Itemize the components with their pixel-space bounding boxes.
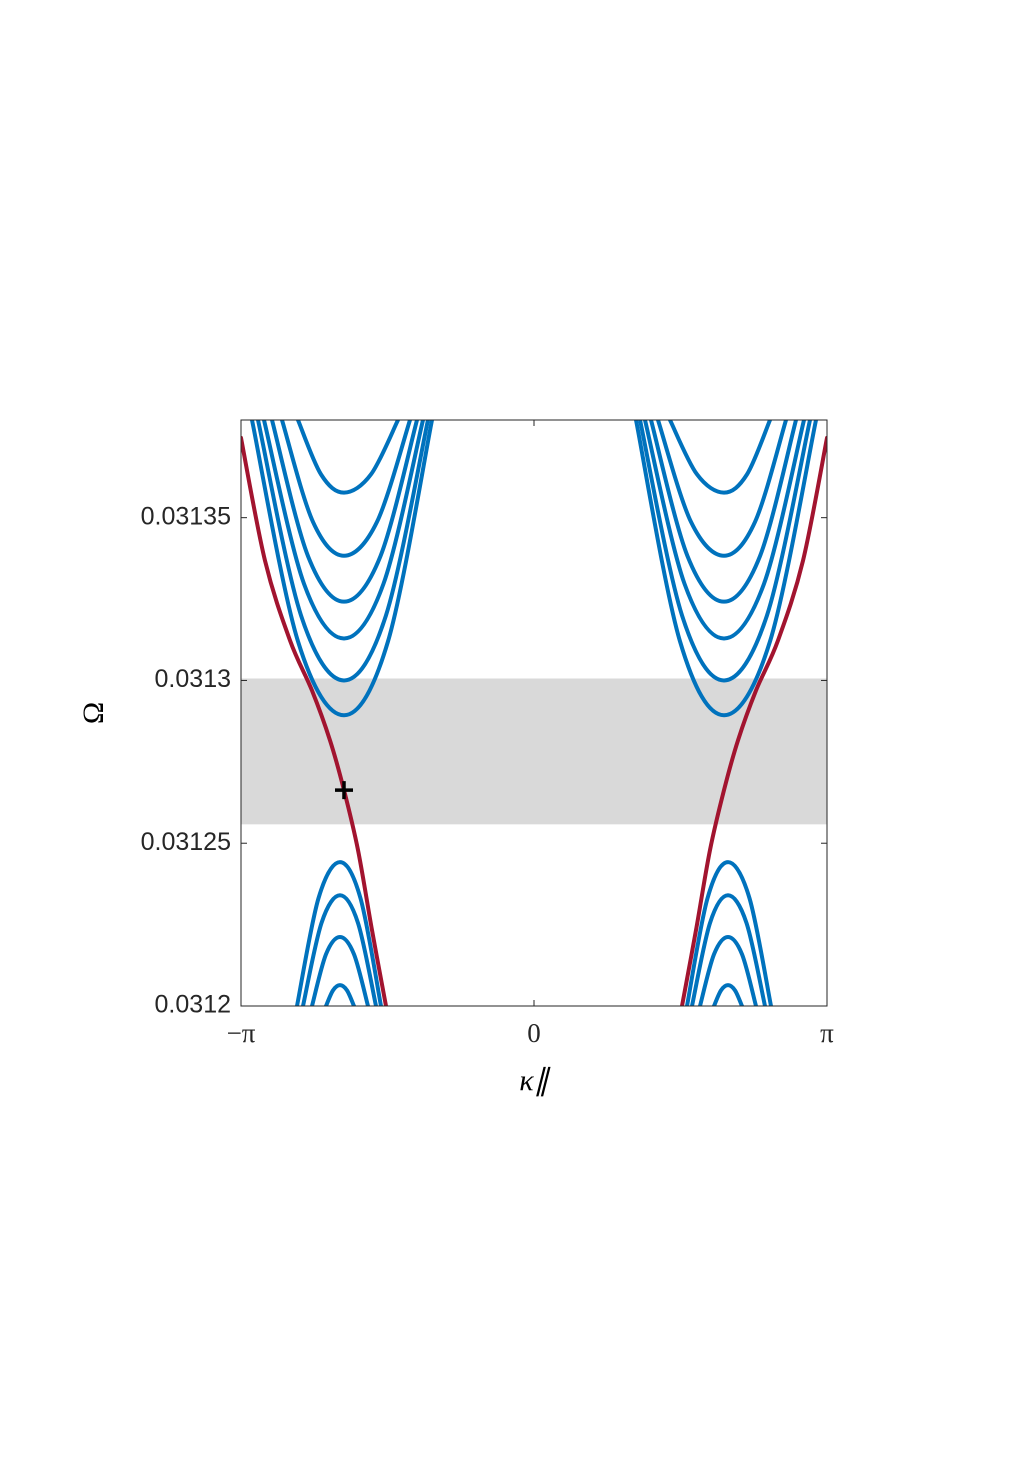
curve bbox=[643, 420, 807, 641]
curve bbox=[295, 420, 401, 495]
marker bbox=[335, 781, 354, 800]
curve bbox=[667, 420, 773, 495]
shaded-band bbox=[241, 678, 827, 825]
y-tick-label: 0.0312 bbox=[155, 991, 231, 1019]
curve bbox=[324, 983, 356, 1006]
curve bbox=[279, 420, 412, 558]
curve bbox=[241, 435, 388, 1006]
x-tick-label: −π bbox=[227, 1018, 256, 1048]
x-tick-label: π bbox=[820, 1018, 834, 1048]
x-tick-label: 0 bbox=[527, 1018, 541, 1048]
curve bbox=[261, 420, 425, 641]
curve bbox=[712, 983, 744, 1006]
curve bbox=[270, 420, 419, 604]
y-tick-label: 0.03135 bbox=[141, 502, 231, 530]
y-tick-label: 0.03125 bbox=[141, 828, 231, 856]
curve bbox=[634, 420, 819, 718]
curve bbox=[310, 934, 370, 1006]
y-axis-label: Ω bbox=[77, 702, 110, 724]
curve bbox=[685, 860, 774, 1006]
curve bbox=[301, 893, 378, 1006]
y-tick-label: 0.0313 bbox=[155, 665, 231, 693]
curve bbox=[680, 435, 827, 1006]
plot-area bbox=[241, 420, 827, 1006]
curve bbox=[690, 893, 767, 1006]
curve bbox=[256, 420, 430, 683]
curve bbox=[638, 420, 812, 683]
curve bbox=[249, 420, 434, 718]
curve bbox=[656, 420, 789, 558]
x-axis-label: κ∥ bbox=[519, 1064, 550, 1097]
curve bbox=[649, 420, 798, 604]
curve bbox=[294, 860, 383, 1006]
curve bbox=[698, 934, 758, 1006]
